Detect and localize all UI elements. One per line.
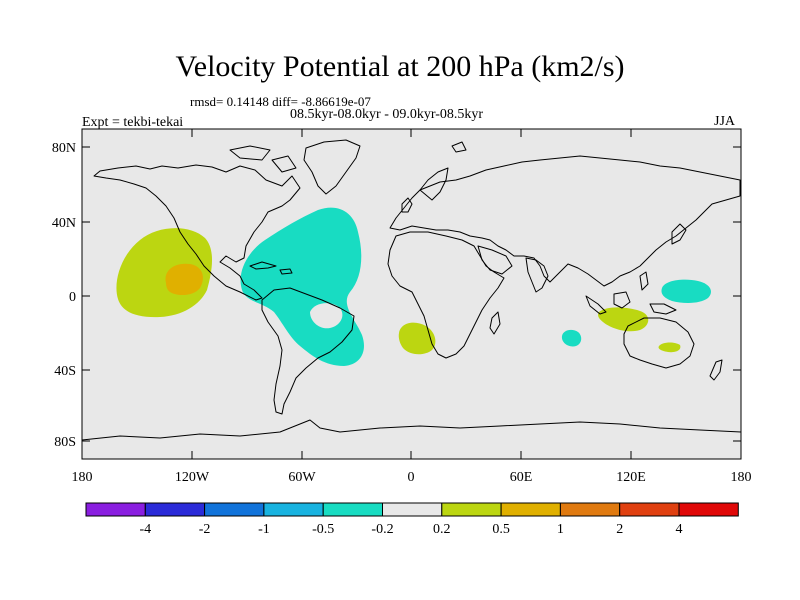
coast-eurasia	[389, 155, 741, 287]
coast-uk	[401, 197, 413, 213]
coast-japan	[671, 223, 687, 245]
y-label-80n: 80N	[52, 141, 76, 156]
period-text: 08.5kyr-08.0kyr - 09.0kyr-08.5kyr	[290, 107, 484, 122]
y-label-80s: 80S	[54, 435, 76, 450]
anomaly-africa-positive	[398, 322, 436, 355]
coast-india	[525, 257, 549, 293]
coast-australia	[623, 317, 695, 369]
coast-new-guinea	[649, 303, 677, 315]
coast-sumatra	[585, 295, 607, 315]
colorbar-label-3: -0.5	[312, 522, 334, 537]
colorbar-label-8: 2	[616, 522, 623, 537]
colorbar-label-9: 4	[676, 522, 683, 537]
x-label-0: 0	[408, 470, 415, 485]
coast-africa	[387, 231, 505, 359]
coast-svalbard	[451, 141, 467, 153]
colorbar-box-8	[559, 502, 621, 517]
colorbar-box-7	[500, 502, 561, 517]
anomaly-westpacific-negative	[661, 279, 711, 303]
colorbar-labels: -4 -2 -1 -0.5 -0.2 0.2 0.5 1 2 4	[139, 522, 682, 537]
x-axis	[81, 129, 742, 459]
anomaly-pacific-core	[165, 263, 203, 296]
colorbar-box-6	[441, 502, 502, 517]
experiment-label: Expt = tekbi-tekai	[82, 115, 184, 130]
coast-hispaniola	[279, 268, 293, 275]
coast-antarctica	[82, 419, 741, 441]
coast-baffin	[271, 155, 297, 173]
coast-philippines	[639, 271, 649, 291]
coast-borneo	[613, 291, 631, 309]
colorbar-box-5	[382, 502, 443, 517]
colorbar-label-5: 0.2	[433, 522, 451, 537]
colorbar-label-7: 1	[557, 522, 564, 537]
coastlines	[82, 139, 741, 441]
x-label-120e: 120E	[616, 470, 646, 485]
x-label-180e: 180	[731, 470, 752, 485]
colorbar-box-1	[144, 502, 206, 517]
x-label-180w: 180	[72, 470, 93, 485]
coast-madagascar	[489, 311, 501, 335]
colorbar-box-4	[322, 502, 384, 517]
colorbar-label-0: -4	[139, 522, 151, 537]
coast-south-america	[261, 287, 355, 415]
anomaly-maritime-positive	[598, 307, 649, 332]
season-label: JJA	[714, 114, 736, 129]
coast-cuba	[249, 261, 277, 270]
colorbar-box-3	[263, 502, 324, 517]
colorbar-label-2: -1	[258, 522, 270, 537]
x-label-60e: 60E	[510, 470, 533, 485]
anomaly-australia-positive	[658, 342, 681, 353]
coast-arabia	[477, 245, 513, 275]
colorbar-box-9	[619, 502, 680, 517]
colorbar-label-4: -0.2	[371, 522, 393, 537]
chart-title: Velocity Potential at 200 hPa (km2/s)	[175, 50, 625, 83]
colorbar-label-6: 0.5	[492, 522, 510, 537]
x-label-120w: 120W	[175, 470, 210, 485]
colorbar-label-1: -2	[199, 522, 211, 537]
anomaly-pacific-positive	[116, 228, 213, 318]
anomaly-indian-negative	[561, 329, 582, 347]
y-label-40n: 40N	[52, 216, 76, 231]
y-label-40s: 40S	[54, 364, 76, 379]
y-label-0: 0	[69, 290, 76, 305]
y-axis	[82, 146, 741, 442]
colorbar-box-2	[204, 502, 265, 517]
coast-greenland	[303, 139, 361, 195]
colorbar-box-10	[678, 502, 739, 517]
coast-new-zealand	[709, 359, 723, 381]
anomaly-layer	[82, 139, 741, 441]
coast-canadian-arctic	[229, 145, 271, 161]
anomaly-amazon-hole	[310, 303, 343, 329]
colorbar-box-0	[85, 502, 146, 517]
x-label-60w: 60W	[288, 470, 316, 485]
coast-scandinavia	[419, 167, 449, 201]
colorbar	[85, 502, 739, 517]
stats-text: rmsd= 0.14148 diff= -8.86619e-07	[190, 94, 371, 109]
coast-north-america	[93, 164, 301, 301]
